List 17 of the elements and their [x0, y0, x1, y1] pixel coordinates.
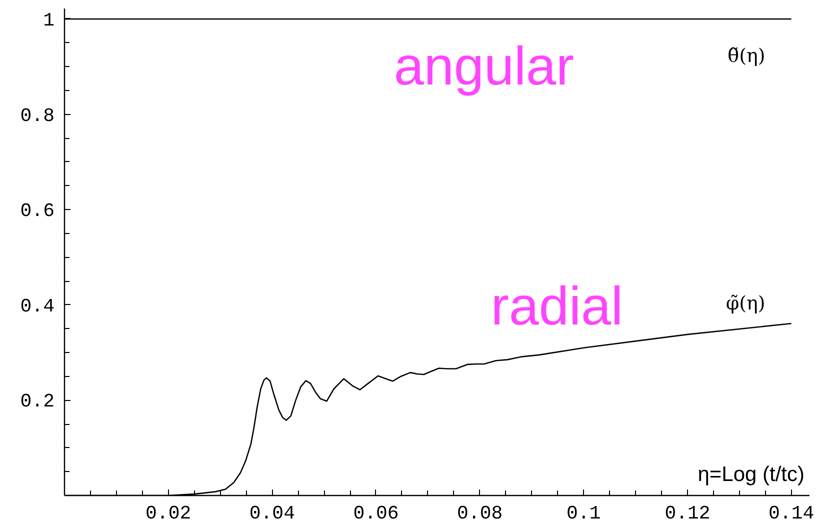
x-tick-label: 0.02: [146, 502, 192, 524]
y-tick-label: 0.4: [20, 295, 55, 318]
x-tick-label: 0.04: [249, 502, 295, 524]
y-tick-label: 0.2: [20, 390, 55, 413]
annotation: angular: [394, 36, 574, 96]
series-label: θ̃(η): [728, 44, 766, 67]
x-axis-title: η=Log (t/tc): [698, 463, 805, 486]
series-label: φ̃(η): [726, 292, 766, 314]
y-tick-label: 1: [43, 9, 55, 32]
x-tick-label: 0.14: [768, 502, 814, 524]
x-tick-label: 0.08: [457, 502, 503, 524]
x-tick-label: 0.06: [353, 502, 399, 524]
x-tick-label: 0.12: [664, 502, 710, 524]
y-tick-label: 0.8: [20, 104, 55, 127]
annotation: radial: [490, 276, 623, 337]
x-tick-label: 0.1: [566, 502, 601, 524]
y-tick-label: 0.6: [20, 200, 55, 222]
